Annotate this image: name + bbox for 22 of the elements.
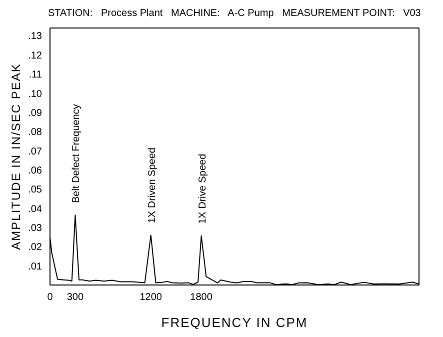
y-tick-label: .08 [28,127,42,138]
y-tick-label: .07 [28,146,42,158]
y-tick-label: .02 [28,242,42,254]
y-tick-label: .09 [28,108,42,119]
annotation: Belt Defect Frequency [71,104,82,203]
annotation: 1X Driven Speed [146,148,158,224]
y-axis-title: AMPLITUDE IN IN/SEC PEAK [9,63,23,250]
y-tick-label: .05 [28,184,42,196]
x-tick-label: 0 [47,292,54,304]
x-tick-label: 1200 [140,292,162,304]
chart-title: STATION: Process Plant MACHINE: A-C Pump MEASUREMENT POINT: V03 [47,8,422,21]
y-tick-label: .12 [28,50,42,62]
y-tick-label: .01 [28,261,42,272]
y-tick-label: .04 [28,204,42,215]
annotation: 1X Drive Speed [197,154,208,224]
x-tick-label: 300 [66,292,84,304]
y-tick-label: .13 [28,31,42,42]
y-tick-label: .06 [28,165,42,176]
x-tick-label: 1800 [190,292,213,304]
y-tick-label: .03 [28,223,42,234]
y-tick-label: .10 [28,88,42,100]
y-tick-label: .11 [28,70,42,81]
